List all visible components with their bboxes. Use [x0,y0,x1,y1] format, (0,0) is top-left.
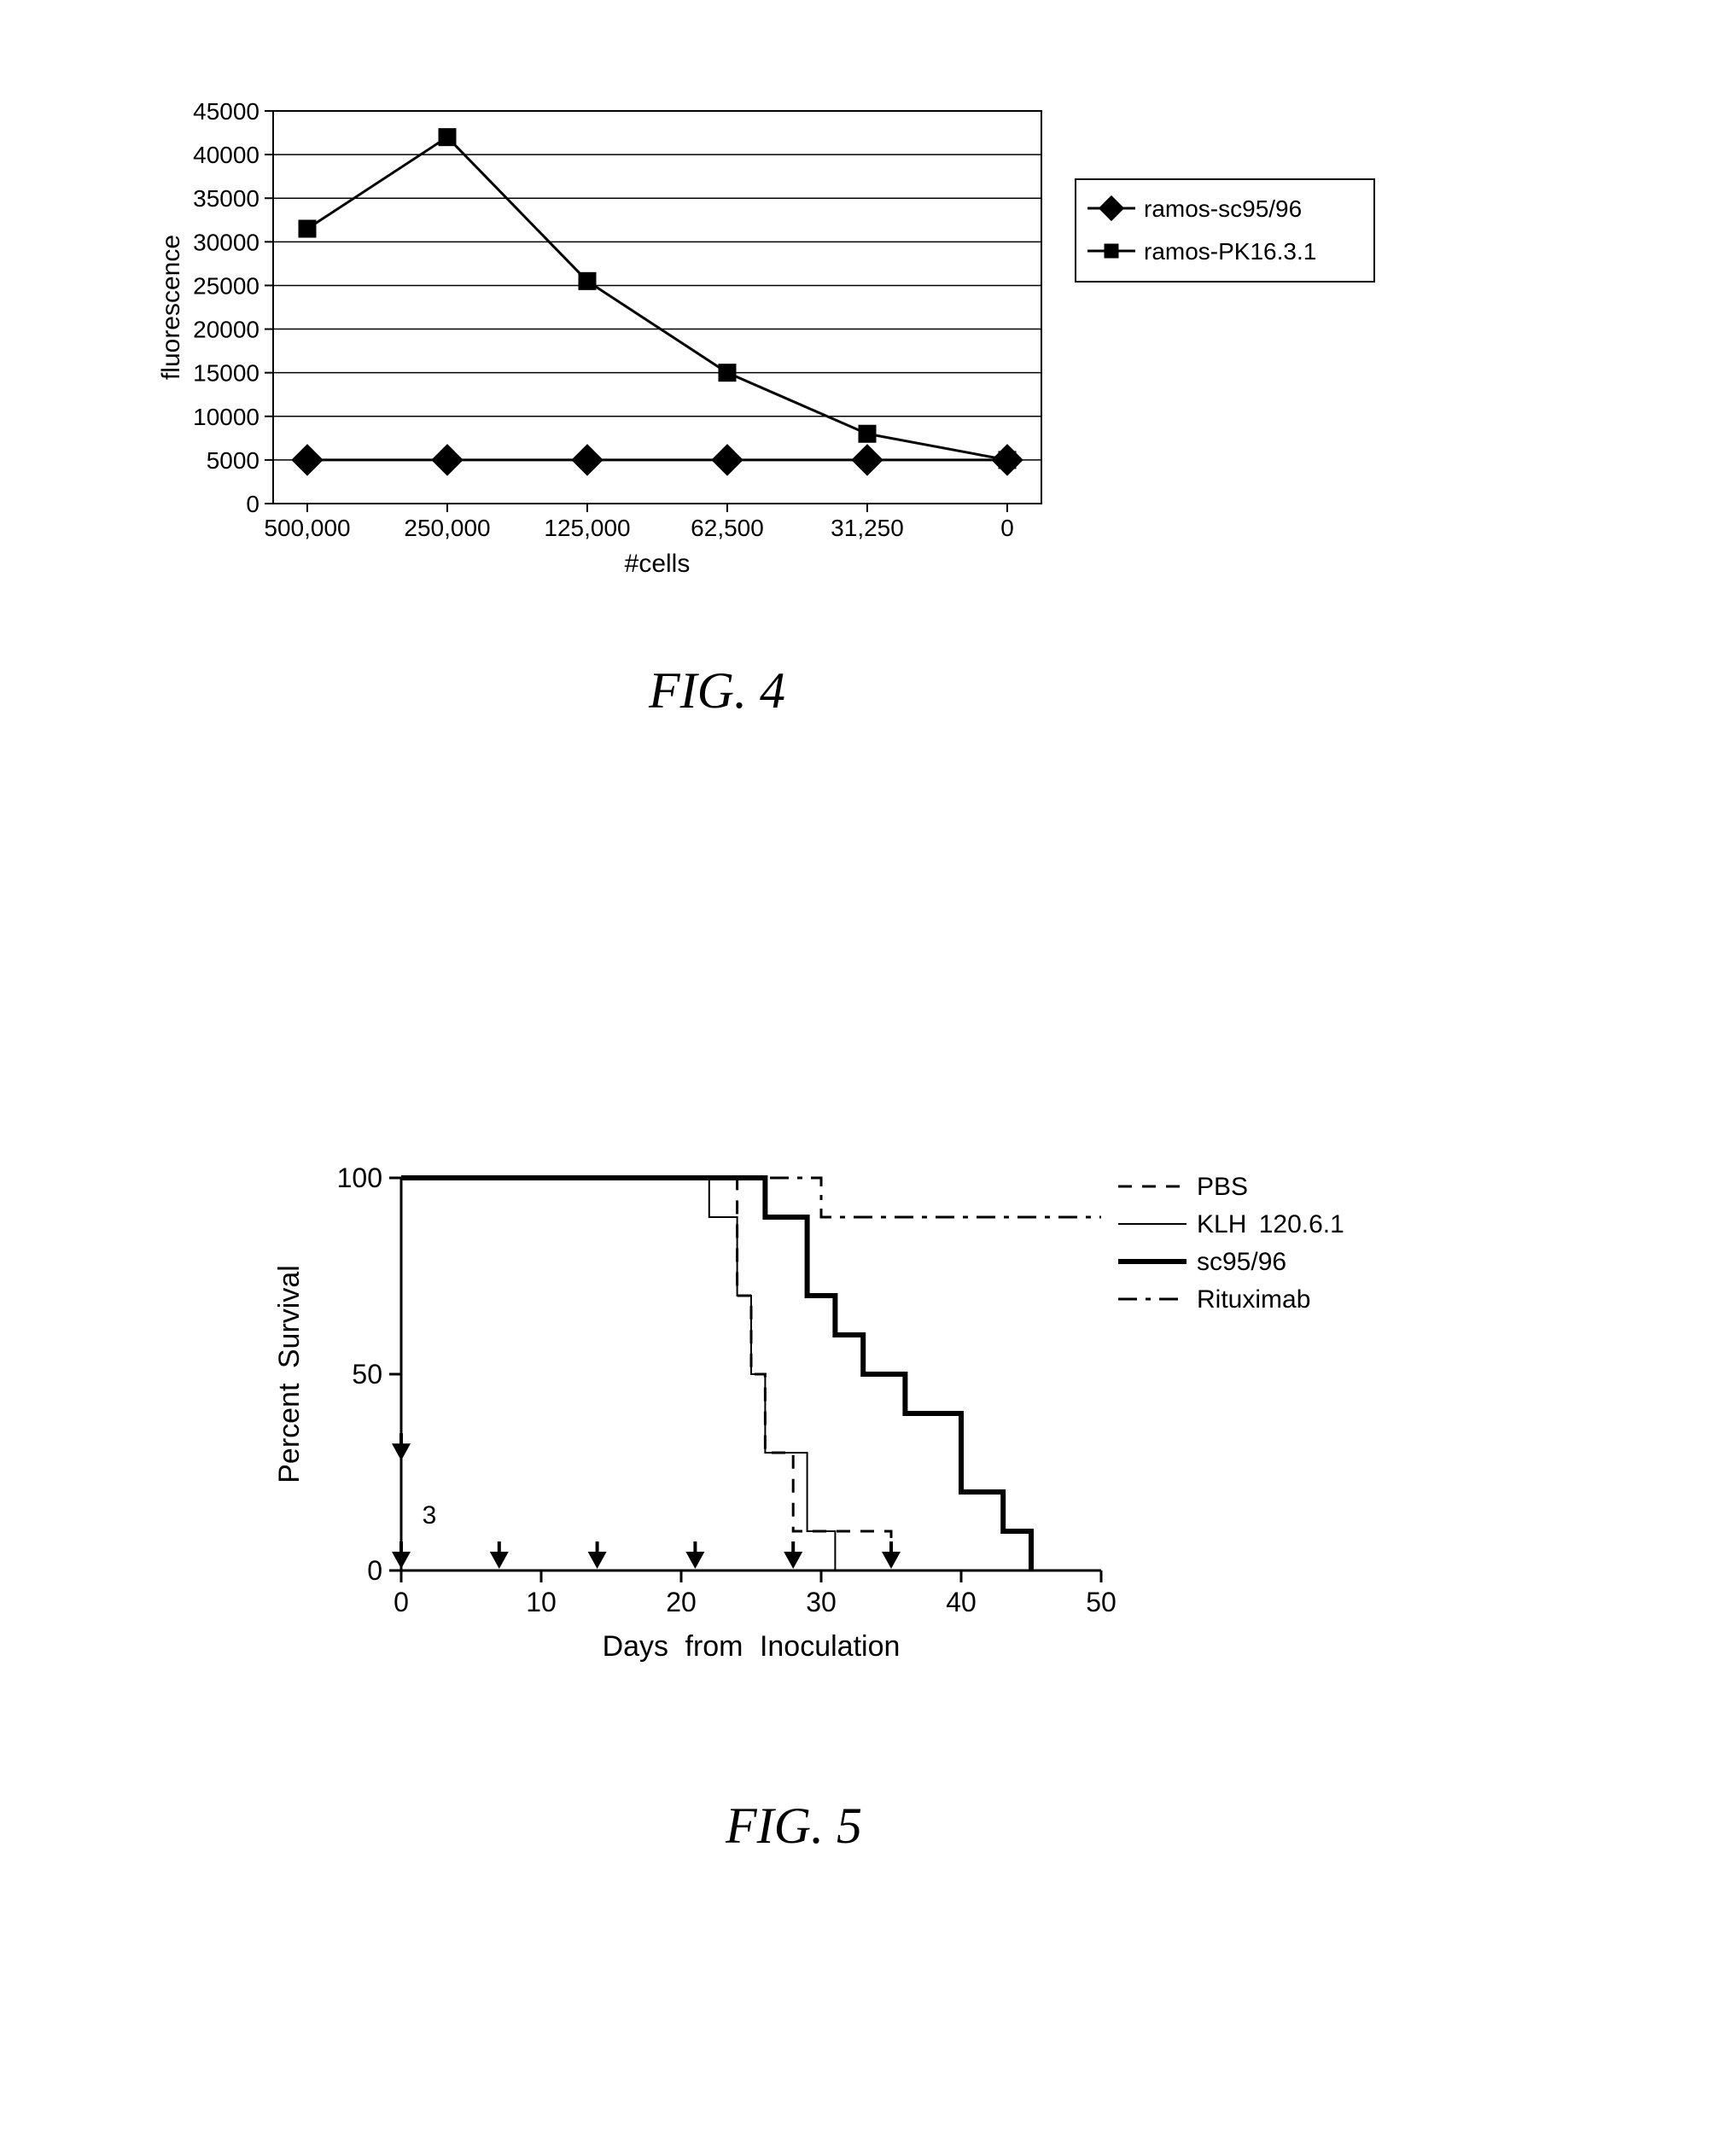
svg-text:20000: 20000 [193,317,259,343]
svg-text:5000: 5000 [207,447,259,474]
svg-text:KLH 120.6.1: KLH 120.6.1 [1197,1210,1344,1238]
svg-text:50: 50 [352,1359,382,1390]
svg-text:20: 20 [666,1587,697,1617]
svg-text:25000: 25000 [193,272,259,299]
svg-text:PBS: PBS [1197,1173,1248,1201]
svg-text:Percent Survival: Percent Survival [273,1265,306,1483]
svg-text:500,000: 500,000 [264,515,350,541]
svg-text:31,250: 31,250 [831,515,904,541]
svg-text:10: 10 [526,1587,557,1617]
svg-text:0: 0 [367,1555,382,1586]
svg-text:ramos-PK16.3.1: ramos-PK16.3.1 [1144,238,1316,265]
page: 0500010000150002000025000300003500040000… [0,0,1720,2156]
fig4-caption: FIG. 4 [0,661,1502,720]
svg-text:ramos-sc95/96: ramos-sc95/96 [1144,195,1302,222]
svg-text:0: 0 [394,1587,409,1617]
svg-text:40000: 40000 [193,142,259,168]
svg-text:40: 40 [946,1587,977,1617]
fig4-chart: 0 5000 10000 15000 20000 25000 30000 35000 40000… [120,77,1502,623]
fig5-caption: FIG. 5 [120,1797,1468,1856]
figure-4: 0 5000 10000 15000 20000 25000 30000 35000 40000… [120,77,1502,720]
fig5-chart: 0 50 100 0 10 20 30 40 50 Days from Inoculation Pe… [222,1144,1468,1758]
svg-text:sc95/96: sc95/96 [1197,1248,1286,1276]
svg-text:45000: 45000 [193,98,259,125]
svg-text:35000: 35000 [193,185,259,212]
svg-text:Days from Inoculation: Days from Inoculation [603,1630,901,1663]
svg-text:3: 3 [423,1501,437,1530]
svg-text:250,000: 250,000 [404,515,490,541]
svg-text:30000: 30000 [193,229,259,255]
svg-text:Rituximab: Rituximab [1197,1285,1310,1314]
svg-text:0: 0 [246,491,259,517]
svg-text:0: 0 [1000,515,1014,541]
svg-text:100: 100 [337,1162,382,1193]
svg-text:30: 30 [806,1587,837,1617]
svg-text:15000: 15000 [193,360,259,387]
svg-text:10000: 10000 [193,404,259,430]
svg-text:50: 50 [1086,1587,1117,1617]
svg-text:125,000: 125,000 [544,515,630,541]
svg-text:#cells: #cells [625,550,691,578]
figure-5: 0 50 100 0 10 20 30 40 50 Days from Inoculation Pe… [222,1144,1468,1856]
svg-text:62,500: 62,500 [691,515,764,541]
svg-text:fluorescence: fluorescence [157,235,185,380]
